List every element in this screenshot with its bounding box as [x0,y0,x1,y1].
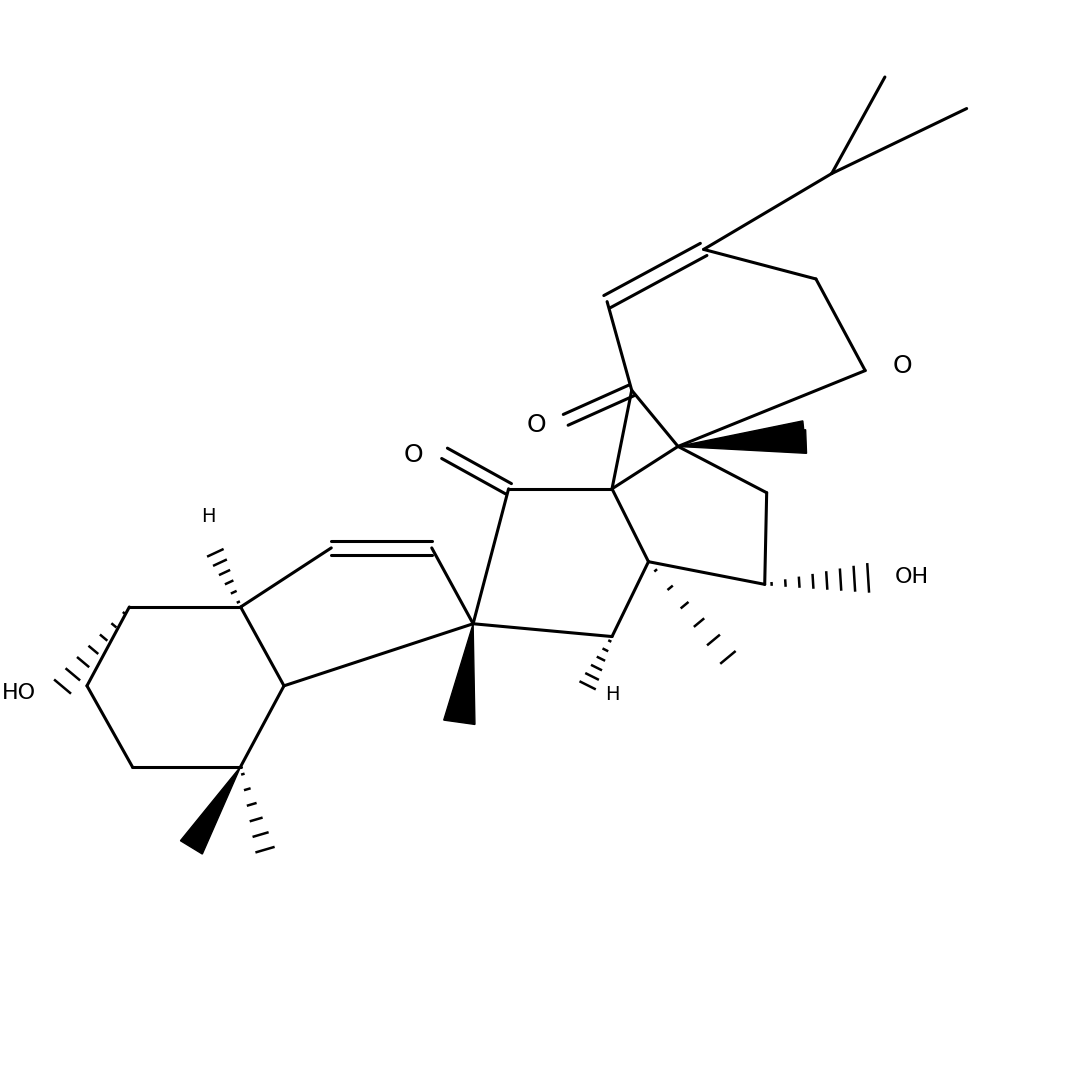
Polygon shape [678,430,807,453]
Text: O: O [404,444,423,467]
Polygon shape [443,623,475,725]
Text: O: O [893,354,912,378]
Text: O: O [526,412,546,437]
Text: HO: HO [1,683,36,702]
Text: OH: OH [895,567,929,588]
Text: H: H [605,685,620,704]
Text: H: H [201,507,215,526]
Polygon shape [678,421,806,447]
Polygon shape [181,766,241,854]
